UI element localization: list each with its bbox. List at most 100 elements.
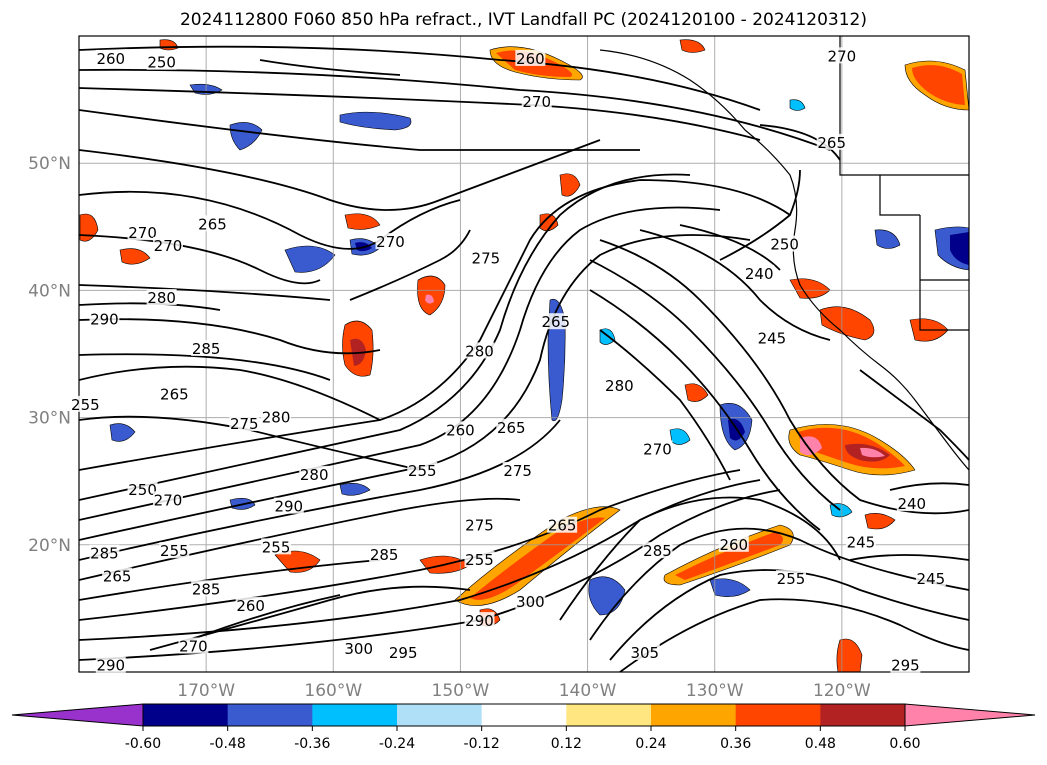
colorbar-bin [735,704,821,726]
contour-label: 285 [192,340,221,358]
contour-label-background [407,462,438,479]
contour-label: 270 [154,237,183,255]
colorbar-bin [651,704,737,726]
contour-label-background [816,133,847,150]
contour-label-background [464,342,495,359]
contour-label: 260 [446,421,475,439]
latitude-label: 50°N [28,154,71,174]
contour-label: 265 [497,419,526,437]
contour-label: 265 [817,134,846,152]
contour-label-background [515,49,546,66]
contour-label-background [642,440,673,457]
colorbar-max-extension [904,703,1036,727]
contour-label-background [191,339,222,356]
contour-label: 280 [465,342,494,360]
longitude-label: 120°W [813,681,871,701]
contour-label: 275 [230,415,259,433]
longitude-labels: 170°W 160°W 150°W 140°W 130°W 120°W [177,681,871,701]
contour-label: 265 [548,517,577,535]
contour-label: 270 [643,440,672,458]
contour-label: 255 [71,396,100,414]
contour-label-background [464,516,495,533]
contour-label-background [502,462,533,479]
contour-label: 300 [344,640,373,658]
contour-label-background [515,593,546,610]
contour-label: 245 [917,570,946,588]
contour-label-background [299,465,330,482]
longitude-label: 140°W [559,681,617,701]
contour-label: 270 [522,93,551,111]
contour-label: 245 [758,330,787,348]
contour-label: 255 [777,570,806,588]
contour-label-background [102,567,133,584]
contour-label-background [604,376,635,393]
latitude-label: 20°N [28,536,71,556]
contour-label: 270 [376,233,405,251]
contour-label: 270 [128,224,157,242]
colorbar-bin [312,704,398,726]
contour-label-background [642,542,673,559]
contour-label: 280 [300,466,329,484]
contour-label-background [343,640,374,657]
colorbar-tick-label: 0.12 [551,736,582,752]
contour-label: 260 [236,597,265,615]
contour-label-background [388,643,419,660]
contour-label: 260 [96,50,125,68]
contour-label-background [197,215,228,232]
contour-label-background [127,481,158,498]
colorbar-tick-label: -0.48 [210,736,246,752]
colorbar-tick-label: 0.36 [720,736,751,752]
contour-label-background [470,249,501,266]
colorbar-tick-label: -0.60 [125,736,161,752]
contour-label: 250 [770,236,799,254]
contour-label-background [915,570,946,587]
contour-label-background [89,544,120,561]
colorbar-tick-label: 0.24 [635,736,666,752]
contour-label-background [178,637,209,654]
colorbar-min-extension [11,703,144,727]
contour-label-background [146,53,177,70]
contour-label-background [159,542,190,559]
contour-label-background [521,93,552,110]
colorbar-tick-label: -0.24 [379,736,415,752]
contour-label: 300 [516,593,545,611]
map-title: 2024112800 F060 850 hPa refract., IVT La… [179,10,867,30]
colorbar-tick-label: -0.12 [464,736,500,752]
contour-label: 245 [847,533,876,551]
contour-label: 265 [103,568,132,586]
contour-label-background [718,535,749,552]
contour-label: 255 [262,538,291,556]
contour-label: 265 [198,215,227,233]
longitude-label: 160°W [304,681,362,701]
contour-label-background [153,236,183,253]
colorbar-bin [143,704,229,726]
colorbar-bin [397,704,483,726]
colorbar-bin [481,704,567,726]
contour-label: 305 [630,644,659,662]
contour-label: 285 [370,546,399,564]
contour-label-background [89,310,120,327]
contour-label-background [890,656,921,673]
contour-label-background [540,313,571,330]
contour-label: 285 [90,545,119,563]
contour-label: 260 [719,536,748,554]
contour-label: 290 [96,657,125,675]
contour-label-background [70,395,101,412]
contour-label: 270 [179,638,208,656]
colorbar: -0.60 -0.48 -0.36 -0.24 -0.12 0.12 0.24 0.36 0.4… [11,703,1036,752]
contour-label-background [191,580,222,597]
contour-label-background [369,545,400,562]
contour-label-background [744,264,775,281]
contour-label-background [95,49,126,66]
contour-label: 265 [160,386,189,404]
latitude-labels: 50°N 40°N 30°N 20°N [28,154,71,556]
colorbar-bin [566,704,652,726]
longitude-label: 150°W [432,681,490,701]
contour-label: 280 [147,289,176,307]
contour-label-background [756,329,787,346]
contour-label: 280 [262,409,291,427]
contour-label-background [261,408,292,425]
contour-label-background [464,551,495,568]
contour-label-background [261,538,292,555]
contour-label: 290 [90,311,119,329]
